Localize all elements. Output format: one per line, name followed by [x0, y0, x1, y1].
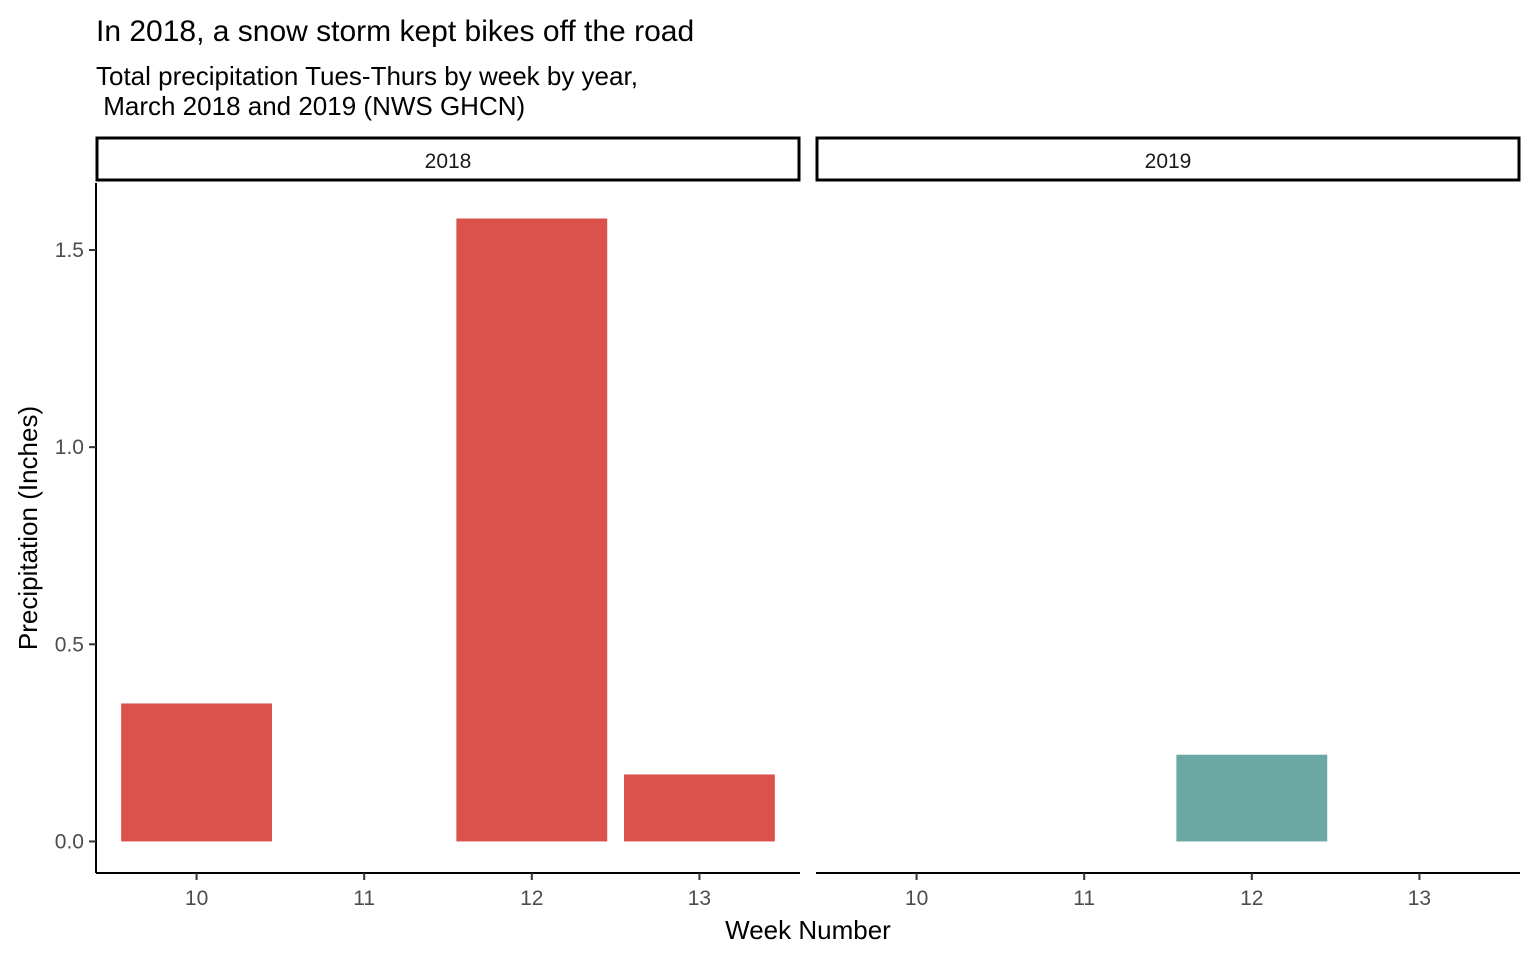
- x-axis-title: Week Number: [725, 915, 891, 945]
- bar-2018-week-10: [121, 703, 273, 842]
- y-axis-title: Precipitation (Inches): [13, 406, 43, 650]
- bar-2019-week-12: [1176, 754, 1328, 842]
- bar-2018-week-12: [456, 218, 608, 842]
- x-tick-label-2019-11: 11: [1073, 887, 1095, 910]
- chart-subtitle-line-1: Total precipitation Tues-Thurs by week b…: [96, 61, 638, 91]
- x-tick-label-2019-10: 10: [905, 887, 928, 910]
- x-tick-label-2018-11: 11: [353, 887, 375, 910]
- x-tick-label-2019-13: 13: [1408, 887, 1431, 910]
- x-tick-label-2018-12: 12: [520, 887, 543, 910]
- facet-strip-2019: [815, 136, 1521, 182]
- x-tick-label-2019-12: 12: [1240, 887, 1263, 910]
- y-tick-label-0.0: 0.0: [55, 830, 84, 853]
- chart-title: In 2018, a snow storm kept bikes off the…: [96, 15, 694, 48]
- y-tick-label-1.5: 1.5: [55, 239, 84, 262]
- y-tick-label-0.5: 0.5: [55, 633, 84, 656]
- bar-2018-week-13: [624, 774, 775, 842]
- chart-subtitle-line-2: March 2018 and 2019 (NWS GHCN): [96, 91, 525, 121]
- x-tick-label-2018-13: 13: [688, 887, 711, 910]
- x-tick-label-2018-10: 10: [185, 887, 208, 910]
- facet-strip-label-2019: 2019: [1145, 150, 1192, 173]
- facet-panels: 2018 10 11 12 13 0.0 0.5 1.0 1.5 2019 10 11 12 13: [55, 136, 1521, 910]
- facet-strip-2018: [95, 136, 801, 182]
- y-tick-label-1.0: 1.0: [55, 436, 84, 459]
- facet-strip-label-2018: 2018: [425, 150, 472, 173]
